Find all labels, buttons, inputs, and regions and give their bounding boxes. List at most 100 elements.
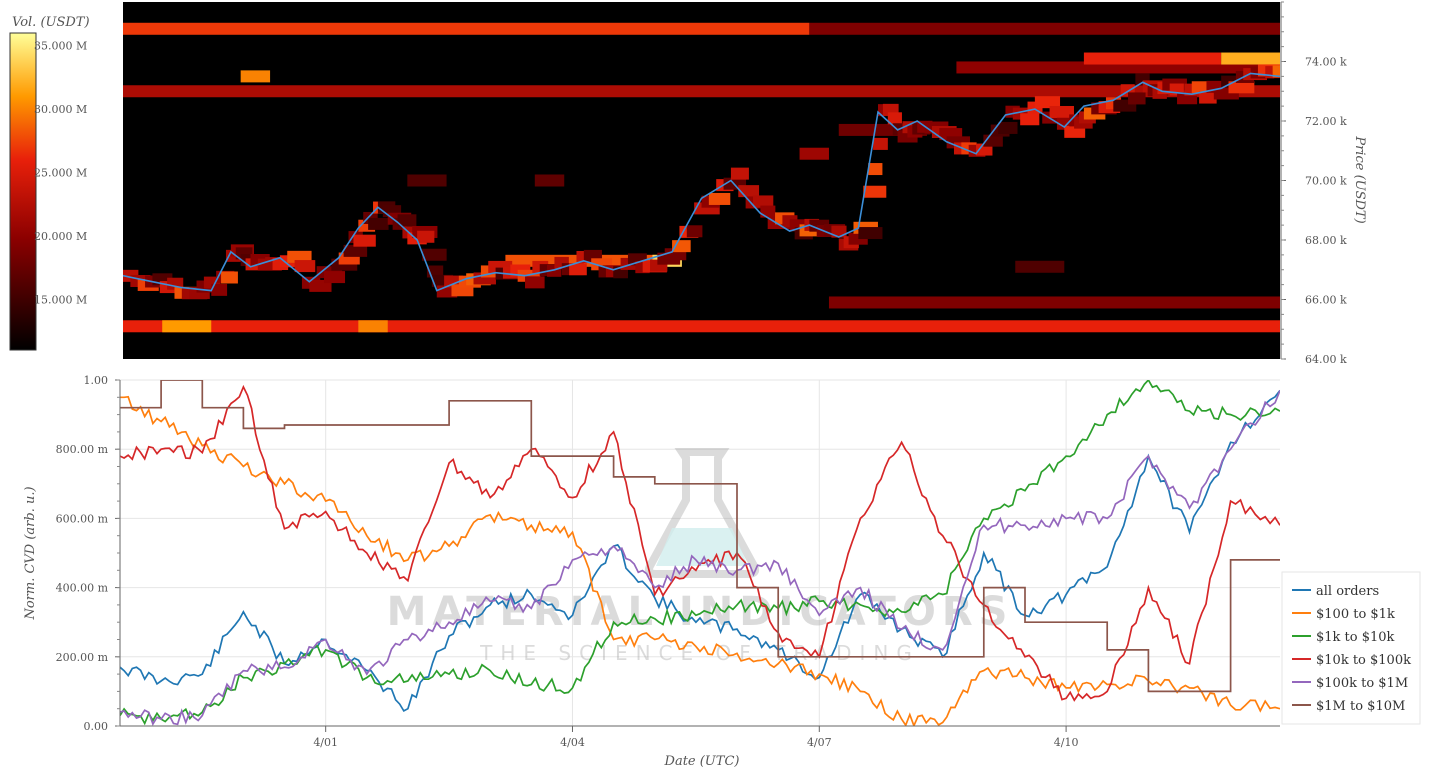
heatmap-cell xyxy=(858,227,883,240)
heatmap-cell xyxy=(1034,96,1061,109)
legend-box xyxy=(1281,571,1421,725)
colorbar-tick-label: 15.000 M xyxy=(34,293,87,306)
price-axis: 64.00 k 66.00 k 68.00 k 70.00 k 72.00 k 74.00… xyxy=(1280,1,1347,366)
heatmap-cell xyxy=(831,225,847,238)
colorbar-title: Vol. (USDT) xyxy=(12,15,90,30)
heatmap-cell xyxy=(287,250,312,263)
heatmap-cell xyxy=(887,112,902,125)
watermark-title: MATERIAL INDICATORS xyxy=(387,589,1014,635)
legend-label: $1k to $10k xyxy=(1316,630,1395,645)
price-line xyxy=(123,72,1280,292)
heatmap-cell xyxy=(525,276,545,289)
price-tick-label: 66.00 k xyxy=(1305,294,1347,307)
series-line xyxy=(120,380,1280,693)
heatmap-cell xyxy=(998,121,1018,134)
series-line xyxy=(120,380,1280,726)
watermark-subtitle: THE SCIENCE OF TRADING xyxy=(479,641,920,665)
legend-label: all orders xyxy=(1316,584,1379,599)
heatmap-band xyxy=(809,22,1280,35)
heatmap-cell xyxy=(353,234,376,247)
series-line xyxy=(120,384,1280,702)
heatmap-cell xyxy=(221,271,238,284)
heatmap-band xyxy=(123,22,810,35)
heatmap-cell xyxy=(368,217,389,230)
heatmap-band xyxy=(799,147,829,160)
y-axis-title: Norm. CVD (arb. u.) xyxy=(23,486,38,620)
y-tick-label: 0.00 xyxy=(84,720,109,733)
heatmap-band xyxy=(407,174,447,187)
heatmap-panel: 64.00 k 66.00 k 68.00 k 70.00 k 72.00 k 74.00… xyxy=(123,1,1367,366)
heatmap-cell xyxy=(1272,65,1280,78)
heatmap-band xyxy=(162,320,212,333)
heatmap-band xyxy=(1015,260,1065,273)
heatmap-cell xyxy=(868,163,883,176)
y-tick-label: 200.00 m xyxy=(56,651,109,664)
heatmap-cell xyxy=(211,283,228,296)
heatmap-cell xyxy=(1128,92,1146,105)
flask-icon xyxy=(644,448,760,578)
price-tick-label: 70.00 k xyxy=(1305,175,1347,188)
heatmap-cell xyxy=(294,260,316,273)
legend: all orders $100 to $1k $1k to $10k $10k to … xyxy=(1281,571,1421,725)
colorbar-tick-label: 30.000 M xyxy=(34,103,87,116)
heatmap-cell xyxy=(760,205,776,218)
price-tick-label: 74.00 k xyxy=(1305,56,1347,69)
cvd-axes: 0.00 200.00 m 400.00 m 600.00 m 800.00 m 1.00… xyxy=(56,374,1280,749)
heatmap-band xyxy=(956,61,1280,74)
price-tick-label: 64.00 k xyxy=(1305,353,1347,366)
series-line xyxy=(120,395,1280,726)
y-tick-label: 800.00 m xyxy=(56,443,109,456)
heatmap-band xyxy=(1221,52,1280,65)
heatmap-cell xyxy=(708,192,731,205)
heatmap-cell xyxy=(397,214,417,227)
colorbar-tick-label: 35.000 M xyxy=(34,40,87,53)
x-tick-label: 4/07 xyxy=(807,736,832,749)
x-tick-label: 4/04 xyxy=(560,736,585,749)
heatmap-cell xyxy=(343,244,368,257)
cvd-series xyxy=(120,380,1280,726)
series-line xyxy=(120,390,1280,726)
legend-label: $100 to $1k xyxy=(1316,607,1395,622)
heatmap-cell xyxy=(422,248,447,261)
heatmap-cell xyxy=(1056,117,1081,130)
x-tick-label: 4/10 xyxy=(1054,736,1079,749)
price-tick-label: 68.00 k xyxy=(1305,234,1347,247)
heatmap-band xyxy=(534,174,565,187)
heatmap-bands xyxy=(123,22,1280,333)
heatmap-band xyxy=(123,320,1280,333)
heatmap-band xyxy=(828,296,1280,309)
colorbar: Vol. (USDT) 15.000 M 20.000 M 25.000 M 30.0… xyxy=(9,15,90,351)
heatmap-cell xyxy=(873,137,888,150)
colorbar-gradient xyxy=(9,32,37,351)
heatmap-cell xyxy=(1199,91,1217,104)
colorbar-ticks: 15.000 M 20.000 M 25.000 M 30.000 M 35.000 M xyxy=(34,40,87,307)
heatmap-cell xyxy=(1049,105,1074,118)
heatmap-cell xyxy=(235,247,253,260)
colorbar-tick-label: 25.000 M xyxy=(34,166,87,179)
heatmap-cell xyxy=(1191,81,1209,94)
price-axis-title: Price (USDT) xyxy=(1352,135,1367,223)
cvd-panel: MATERIAL INDICATORS THE SCIENCE OF TRADI… xyxy=(23,374,1421,769)
heatmap-cell xyxy=(686,225,703,238)
heatmap-band xyxy=(240,70,271,83)
y-tick-label: 400.00 m xyxy=(56,582,109,595)
heatmap-cell xyxy=(863,185,887,198)
heatmap-cell xyxy=(324,271,346,284)
heatmap-cell xyxy=(1228,81,1255,94)
colorbar-tick-label: 20.000 M xyxy=(34,230,87,243)
heatmap-cell xyxy=(1020,113,1040,126)
heatmap-band xyxy=(1083,52,1222,65)
legend-label: $1M to $10M xyxy=(1316,699,1405,714)
x-axis-title: Date (UTC) xyxy=(664,754,740,769)
heatmap-cell xyxy=(569,263,587,276)
x-tick-label: 4/01 xyxy=(313,736,338,749)
price-tick-label: 72.00 k xyxy=(1305,115,1347,128)
legend-label: $100k to $1M xyxy=(1316,676,1408,691)
heatmap-cell xyxy=(1064,125,1086,138)
y-tick-label: 600.00 m xyxy=(56,512,109,525)
heatmap-band xyxy=(358,320,388,333)
heatmap-cell xyxy=(730,167,749,180)
heatmap-cell xyxy=(627,253,647,266)
heatmap-cell xyxy=(752,195,774,208)
